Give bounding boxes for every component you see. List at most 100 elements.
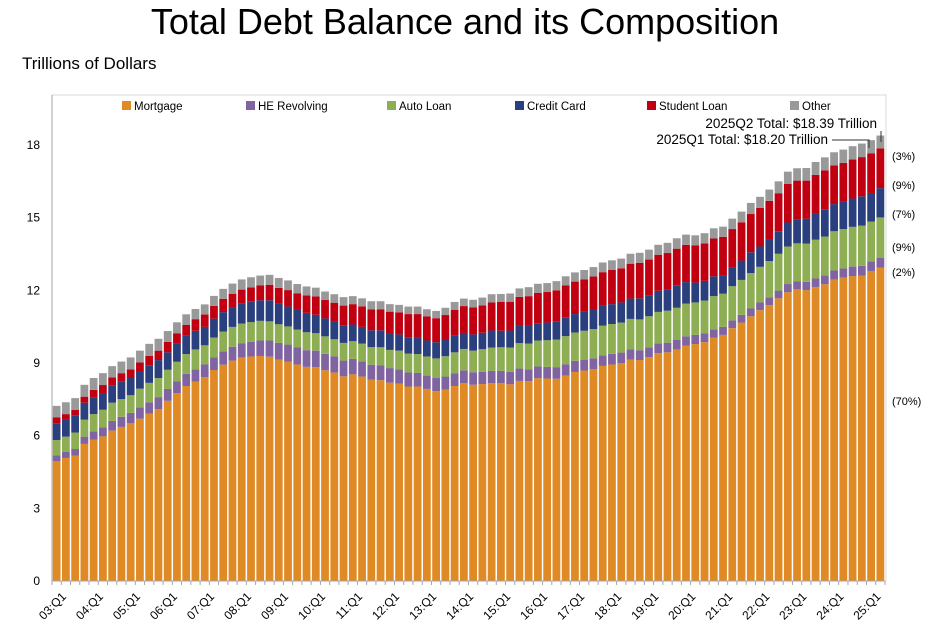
bar-he-revolving: [358, 361, 366, 377]
bar-auto-loan: [302, 332, 311, 351]
bar-other: [839, 149, 848, 163]
bar-student-loan: [136, 362, 144, 372]
bar-auto-loan: [654, 311, 663, 344]
bar-other: [450, 301, 459, 310]
bar-he-revolving: [80, 436, 89, 444]
bar-mortgage: [154, 409, 163, 581]
bar-credit-card: [617, 302, 626, 323]
bar-student-loan: [302, 295, 311, 313]
bar-auto-loan: [737, 279, 746, 315]
bar-mortgage: [339, 376, 348, 581]
bar-auto-loan: [598, 325, 607, 356]
bar-mortgage: [163, 400, 172, 581]
bar-he-revolving: [635, 350, 644, 361]
bar-other: [274, 277, 283, 288]
bar-student-loan: [626, 263, 635, 299]
annotation-q1-leader-line: [832, 139, 870, 148]
bar-auto-loan: [293, 329, 302, 348]
bar-other: [358, 298, 366, 307]
x-tick-label: 10:Q1: [295, 589, 328, 622]
bar-student-loan: [52, 417, 61, 424]
bar-student-loan: [163, 341, 172, 353]
bar-he-revolving: [256, 340, 265, 356]
bar-credit-card: [580, 311, 589, 331]
bar-he-revolving: [228, 346, 237, 361]
bar-auto-loan: [487, 347, 496, 371]
bar-auto-loan: [691, 302, 700, 335]
bar-student-loan: [839, 162, 848, 202]
bar-other: [598, 262, 607, 273]
bar-auto-loan: [700, 300, 709, 334]
bar-student-loan: [561, 285, 570, 318]
bar-auto-loan: [210, 337, 218, 358]
bar-auto-loan: [802, 243, 811, 282]
bar-auto-loan: [635, 319, 644, 351]
bar-mortgage: [608, 364, 616, 581]
bar-he-revolving: [330, 356, 339, 373]
bar-he-revolving: [691, 334, 700, 345]
bar-he-revolving: [99, 427, 107, 437]
bar-auto-loan: [663, 310, 672, 343]
bar-he-revolving: [571, 360, 579, 372]
bar-auto-loan: [543, 340, 552, 367]
bar-student-loan: [765, 200, 774, 240]
bar-he-revolving: [654, 343, 663, 354]
legend-swatch-student-loan: [647, 101, 656, 110]
bar-mortgage: [478, 384, 487, 581]
bar-other: [330, 294, 339, 303]
annotation-2025q2-total: 2025Q2 Total: $18.39 Trillion: [705, 116, 877, 131]
bar-student-loan: [524, 296, 533, 326]
bar-mortgage: [691, 344, 700, 581]
bar-auto-loan: [228, 326, 237, 347]
bar-credit-card: [506, 330, 515, 348]
bar-mortgage: [635, 360, 644, 581]
bar-credit-card: [89, 397, 98, 415]
bar-he-revolving: [765, 297, 774, 306]
bar-student-loan: [422, 316, 431, 341]
x-tick-label: 05:Q1: [110, 589, 143, 622]
bar-auto-loan: [182, 354, 191, 374]
bar-mortgage: [432, 391, 440, 581]
bar-credit-card: [62, 419, 70, 437]
bar-auto-loan: [774, 253, 783, 291]
bar-student-loan: [459, 306, 468, 333]
bar-credit-card: [163, 352, 172, 370]
bar-auto-loan: [62, 436, 70, 452]
legend-swatch-he-revolving: [246, 101, 255, 110]
bar-student-loan: [274, 287, 283, 304]
bar-other: [191, 308, 200, 320]
bar-other: [783, 171, 792, 184]
bar-he-revolving: [478, 371, 487, 385]
bar-student-loan: [811, 174, 820, 214]
bar-he-revolving: [219, 351, 228, 365]
bar-auto-loan: [441, 356, 450, 377]
bar-credit-card: [700, 280, 709, 301]
bar-credit-card: [99, 393, 107, 410]
bar-student-loan: [580, 279, 589, 312]
bar-auto-loan: [99, 409, 107, 428]
y-tick-label: 15: [27, 211, 41, 225]
bar-he-revolving: [422, 375, 431, 389]
bar-auto-loan: [200, 345, 209, 365]
bar-he-revolving: [811, 278, 820, 287]
bar-he-revolving: [589, 358, 598, 370]
bar-credit-card: [811, 213, 820, 240]
bar-he-revolving: [728, 320, 737, 329]
bar-other: [321, 291, 329, 301]
bar-mortgage: [534, 378, 542, 581]
bar-mortgage: [441, 389, 450, 581]
bar-he-revolving: [867, 261, 875, 271]
bar-auto-loan: [311, 333, 320, 351]
bar-other: [89, 378, 98, 390]
bar-credit-card: [126, 378, 135, 396]
bar-auto-loan: [89, 414, 98, 432]
x-tick-label: 11:Q1: [333, 589, 366, 622]
bar-other: [302, 286, 311, 296]
bar-credit-card: [598, 305, 607, 326]
bar-mortgage: [367, 379, 376, 581]
bar-credit-card: [654, 290, 663, 312]
bar-other: [709, 228, 718, 239]
bar-student-loan: [210, 305, 218, 319]
bar-other: [62, 402, 70, 415]
x-tick-label: 12:Q1: [369, 589, 402, 622]
